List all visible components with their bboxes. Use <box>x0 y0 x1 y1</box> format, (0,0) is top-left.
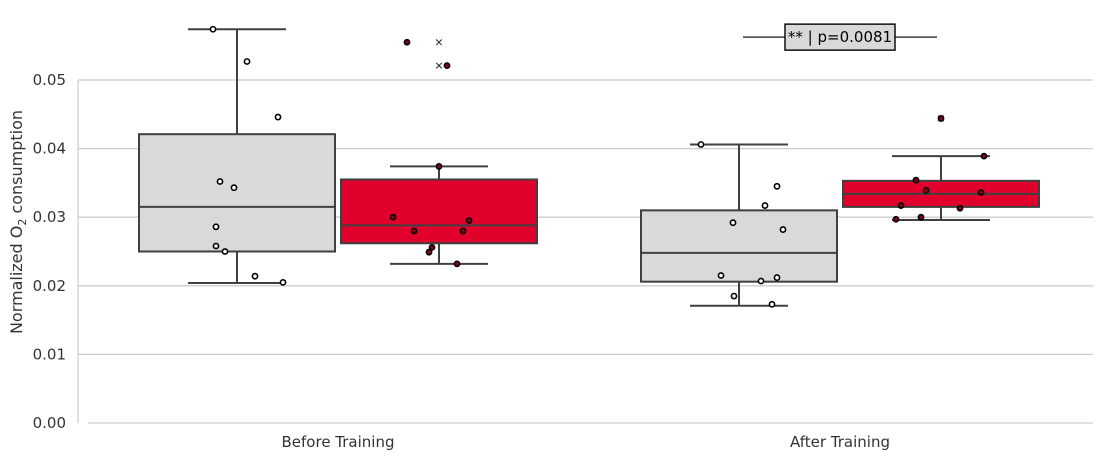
data-point <box>212 223 220 231</box>
data-point <box>768 300 776 308</box>
y-tick-label: 0.04 <box>33 140 66 158</box>
data-point <box>956 204 964 212</box>
x-tick-label: After Training <box>790 433 890 451</box>
data-point <box>216 178 224 185</box>
outlier-marker-stroke <box>435 39 443 46</box>
data-point <box>717 272 725 279</box>
y-tick-label: 0.03 <box>33 208 66 226</box>
y-tick-label: 0.05 <box>33 71 66 89</box>
data-point <box>773 274 781 281</box>
data-point <box>761 202 769 209</box>
data-point <box>221 248 229 255</box>
data-point <box>435 163 443 170</box>
data-point <box>453 260 461 268</box>
data-point <box>892 215 900 223</box>
data-point <box>443 62 451 69</box>
y-axis-title-subscript: 2 <box>16 219 29 226</box>
data-point <box>243 58 251 65</box>
data-point <box>425 248 433 256</box>
data-point <box>403 38 411 46</box>
data-point <box>428 243 436 251</box>
outlier-marker-stroke <box>435 62 443 69</box>
data-point <box>977 189 985 196</box>
box-iqr <box>340 178 538 245</box>
significance-annotation: ** | p=0.0081 <box>743 23 937 51</box>
data-point <box>779 226 787 233</box>
y-axis-title-suffix: consumption <box>7 110 26 219</box>
data-point <box>922 187 930 194</box>
data-point <box>897 202 905 209</box>
data-point <box>212 242 220 250</box>
point-layer <box>209 25 988 308</box>
data-point <box>773 182 781 190</box>
y-tick-label: 0.01 <box>33 345 66 363</box>
data-point <box>730 292 738 300</box>
data-point <box>251 272 259 280</box>
box-iqr <box>640 209 838 283</box>
box-iqr <box>138 133 336 253</box>
data-point <box>980 152 988 160</box>
annotation-box <box>784 23 896 51</box>
data-point <box>697 141 705 148</box>
box-layer <box>138 28 1040 307</box>
annotation-text: ** | p=0.0081 <box>788 28 892 46</box>
data-point <box>389 213 397 221</box>
y-tick-label: 0.00 <box>33 414 66 432</box>
y-tick-labels: 0.00 0.01 0.02 0.03 0.04 0.05 <box>33 71 66 432</box>
data-point <box>410 227 418 235</box>
y-tick-label: 0.02 <box>33 277 66 295</box>
outlier-marker <box>435 39 443 46</box>
data-point <box>274 113 282 121</box>
data-point <box>757 277 765 285</box>
outlier-marker <box>435 62 443 69</box>
data-point <box>209 25 217 33</box>
data-point <box>230 184 238 192</box>
data-point <box>937 115 945 122</box>
data-point <box>465 217 473 225</box>
data-point <box>729 219 737 227</box>
data-point <box>917 213 925 221</box>
data-point <box>279 278 287 286</box>
x-tick-labels: Before Training After Training <box>282 433 890 451</box>
data-point <box>912 176 920 184</box>
data-point <box>459 227 467 235</box>
x-tick-label: Before Training <box>282 433 395 451</box>
y-axis-title: Normalized O2 consumption <box>7 110 29 334</box>
y-axis-title-prefix: Normalized O <box>7 226 26 334</box>
